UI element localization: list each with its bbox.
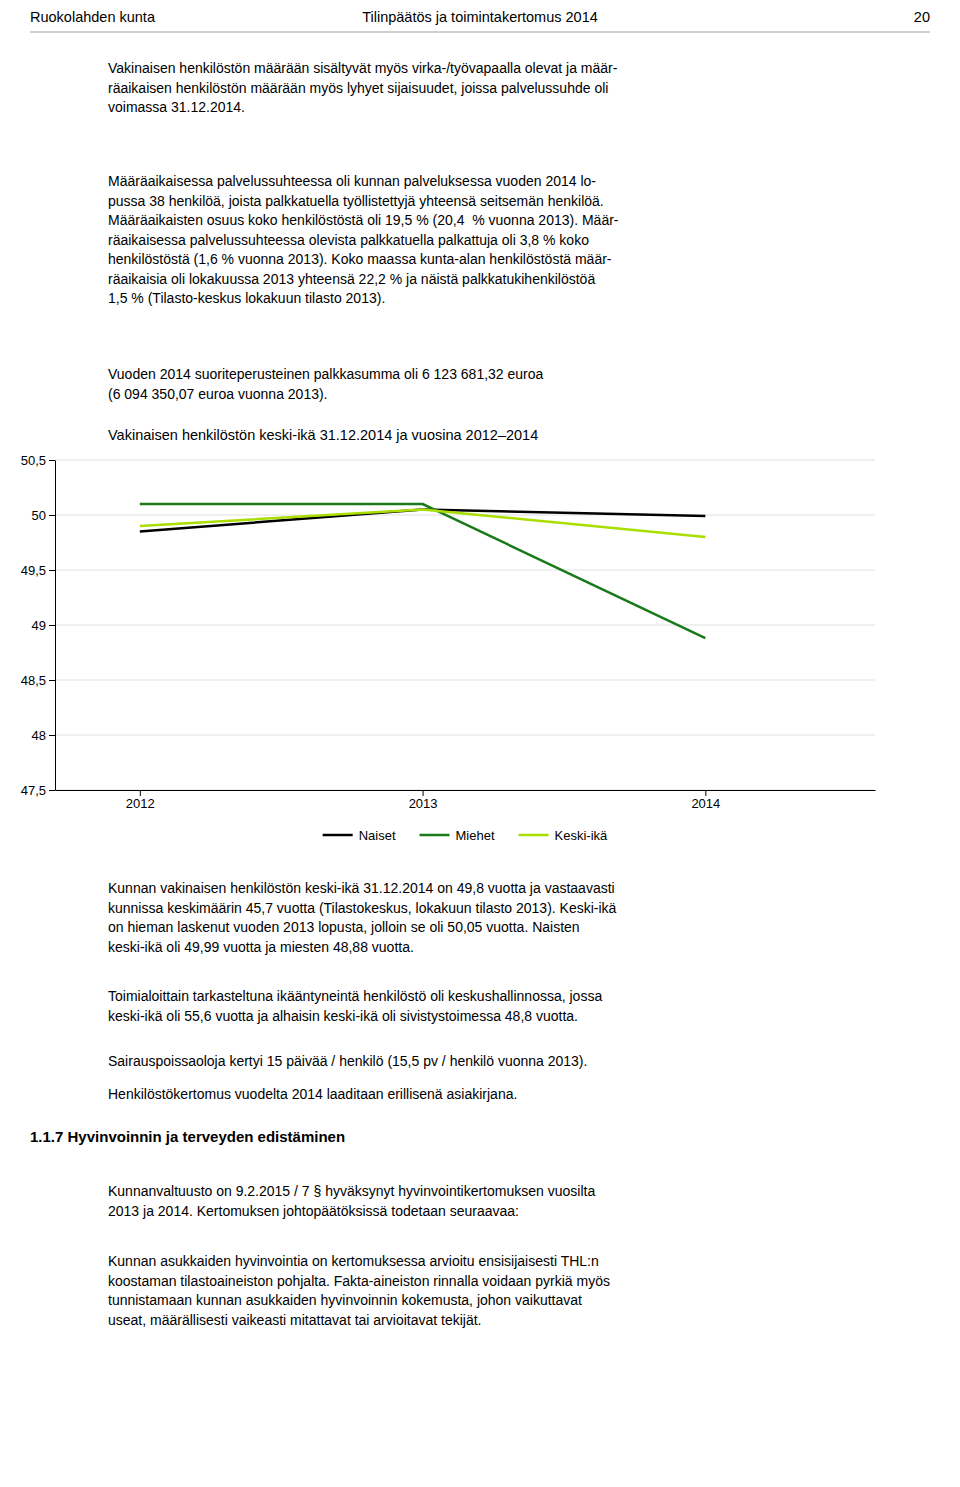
tick-label: 48,5: [21, 673, 46, 688]
grid-line: [55, 460, 875, 461]
header-left: Ruokolahden kunta: [30, 9, 156, 25]
tick-label: 2013: [409, 796, 438, 811]
paragraph-line: 1,5 % (Tilasto-keskus lokakuun tilasto 2…: [108, 290, 385, 306]
y-axis: 47,5 48 48,5 49 49,5 50 50,5: [21, 453, 56, 798]
paragraph-line: koostaman tilastoaineiston pohjalta. Fak…: [108, 1273, 610, 1289]
x-axis: 2012 2013 2014: [56, 790, 876, 811]
paragraph-line: tunnistamaan kunnan asukkaiden hyvinvoin…: [108, 1292, 582, 1308]
axis-line: [55, 461, 56, 791]
series-line: [140, 504, 706, 638]
paragraph-line: (6 094 350,07 euroa vuonna 2013).: [108, 386, 328, 402]
tick-label: 50: [32, 508, 46, 523]
legend-item: Keski-ikä: [519, 828, 609, 843]
tick-label: 49: [32, 618, 46, 633]
tick-label: 49,5: [21, 563, 46, 578]
paragraph-line: voimassa 31.12.2014.: [108, 99, 245, 115]
chart-title: Vakinaisen henkilöstön keski-ikä 31.12.2…: [108, 427, 538, 443]
legend-swatch: [420, 834, 450, 837]
header-center: Tilinpäätös ja toimintakertomus 2014: [362, 9, 598, 25]
tick-mark: [49, 625, 55, 626]
series-line: [140, 510, 706, 538]
grid-line: [55, 570, 875, 571]
tick: 49,5: [21, 563, 55, 578]
header-rule: [30, 32, 930, 33]
grid-line: [55, 790, 875, 791]
tick-label: 47,5: [21, 783, 46, 798]
paragraph-line: kunnissa keskimäärin 45,7 vuotta (Tilast…: [108, 900, 617, 916]
paragraph-line: pussa 38 henkilöä, joista palkkatuella t…: [108, 193, 604, 209]
paragraph-line: keski-ikä oli 49,99 vuotta ja miesten 48…: [108, 939, 414, 955]
paragraph-line: Henkilöstökertomus vuodelta 2014 laadita…: [108, 1086, 517, 1102]
tick-label: 2012: [126, 796, 155, 811]
legend-item: Naiset: [323, 828, 396, 843]
tick-label: 2014: [691, 796, 720, 811]
paragraph-line: Vuoden 2014 suoriteperusteinen palkkasum…: [108, 366, 544, 382]
legend: Naiset Miehet Keski-ikä: [323, 828, 608, 843]
tick-mark: [705, 790, 706, 796]
tick-mark: [423, 790, 424, 796]
paragraph-line: Määräaikaisessa palvelussuhteessa oli ku…: [108, 173, 596, 189]
paragraph-line: Määräaikaisten osuus koko henkilöstöstä …: [108, 212, 619, 228]
paragraph-line: on hieman laskenut vuoden 2013 lopusta, …: [108, 919, 580, 935]
tick: 2014: [691, 790, 720, 811]
tick: 50: [32, 508, 55, 523]
tick: 47,5: [21, 783, 55, 798]
paragraph-line: Vakinaisen henkilöstön määrään sisältyvä…: [108, 60, 618, 76]
legend-label: Keski-ikä: [555, 828, 609, 843]
paragraph-line: Toimialoittain tarkasteltuna ikääntynein…: [108, 988, 602, 1004]
tick: 48: [32, 728, 55, 743]
tick-mark: [49, 515, 55, 516]
tick-mark: [140, 790, 141, 796]
legend-label: Naiset: [359, 828, 396, 843]
tick-mark: [49, 790, 55, 791]
paragraph-line: räaikaisia oli lokakuussa 2013 yhteensä …: [108, 271, 595, 287]
paragraph-line: Sairauspoissaoloja kertyi 15 päivää / he…: [108, 1053, 587, 1069]
page-number: 20: [914, 9, 930, 25]
tick-mark: [49, 680, 55, 681]
grid-line: [55, 735, 875, 736]
page: Ruokolahden kunta Tilinpäätös ja toiminta…: [0, 0, 960, 1487]
paragraph-line: useat, määrällisesti vaikeasti mitattava…: [108, 1312, 482, 1328]
legend-item: Miehet: [420, 828, 495, 843]
grid-line: [55, 680, 875, 681]
section-header: 1.1.7 Hyvinvoinnin ja terveyden edistämi…: [30, 1128, 345, 1145]
tick-mark: [49, 570, 55, 571]
tick-mark: [49, 735, 55, 736]
tick-label: 48: [32, 728, 46, 743]
tick: 49: [32, 618, 55, 633]
plot-area: [140, 504, 706, 638]
paragraph-line: Kunnan vakinaisen henkilöstön keski-ikä …: [108, 880, 615, 896]
paragraph-line: henkilöstöstä (1,6 % vuonna 2013). Koko …: [108, 251, 612, 267]
paragraph-line: Kunnan asukkaiden hyvinvointia on kertom…: [108, 1253, 599, 1269]
paragraph-line: Kunnanvaltuusto on 9.2.2015 / 7 § hyväks…: [108, 1183, 595, 1199]
legend-swatch: [519, 834, 549, 837]
grid: [55, 460, 875, 790]
paragraph-line: 2013 ja 2014. Kertomuksen johtopäätöksis…: [108, 1203, 519, 1219]
tick-mark: [49, 460, 55, 461]
tick: 2013: [409, 790, 438, 811]
paragraph-line: keski-ikä oli 55,6 vuotta ja alhaisin ke…: [108, 1008, 578, 1024]
tick-label: 50,5: [21, 453, 46, 468]
chart: 47,5 48 48,5 49 49,5 50 50,5 2012 2013 2014: [21, 453, 876, 812]
axis-line: [56, 790, 876, 791]
tick: 48,5: [21, 673, 55, 688]
paragraph-line: räaikaisen henkilöstön määrään myös lyhy…: [108, 80, 608, 96]
tick: 50,5: [21, 453, 55, 468]
legend-swatch: [323, 834, 353, 837]
paragraph-line: räaikaisessa palvelussuhteessa olevista …: [108, 232, 589, 248]
tick: 2012: [126, 790, 155, 811]
grid-line: [55, 625, 875, 626]
legend-label: Miehet: [456, 828, 495, 843]
